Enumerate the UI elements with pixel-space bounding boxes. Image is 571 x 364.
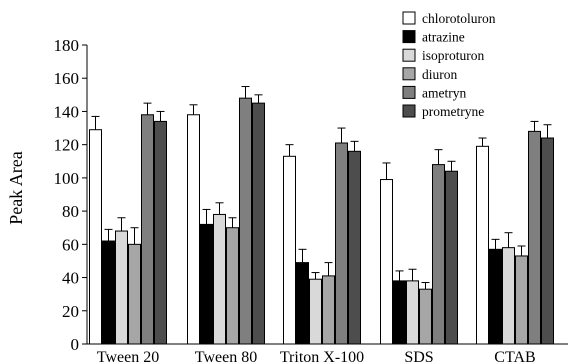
y-tick-label: 100: [54, 169, 80, 188]
bar-isoproturon: [406, 280, 419, 345]
x-tick-label: Tween 80: [195, 349, 257, 364]
bar-chlorotoluron: [476, 145, 489, 345]
error-bar-prometryne: [447, 160, 456, 172]
bar-chlorotoluron: [89, 129, 102, 345]
y-tick-label: 60: [62, 235, 79, 254]
bar-prometryne: [252, 102, 265, 345]
legend-swatch-chlorotoluron: [402, 11, 416, 25]
error-bar-isoproturon: [215, 202, 224, 215]
bar-chlorotoluron: [187, 114, 200, 345]
y-tick-label: 180: [54, 36, 80, 55]
y-tick-label: 120: [54, 136, 80, 155]
error-bar-diuron: [130, 227, 139, 245]
bar-ametryn: [141, 114, 154, 345]
error-bar-isoproturon: [504, 232, 513, 248]
x-tick-label: SDS: [404, 349, 433, 364]
error-bar-chlorotoluron: [382, 162, 391, 180]
bar-atrazine: [393, 280, 406, 345]
bar-ametryn: [239, 97, 252, 345]
error-bar-atrazine: [395, 270, 404, 281]
error-bar-atrazine: [491, 238, 500, 250]
bar-atrazine: [296, 262, 309, 345]
legend: chlorotoluron atrazine isoproturon diuron am…: [402, 11, 496, 119]
bar-isoproturon: [502, 247, 515, 345]
bar-isoproturon: [213, 213, 226, 345]
error-bar-ametryn: [241, 86, 250, 99]
error-bar-ametryn: [337, 127, 346, 144]
error-bar-ametryn: [530, 120, 539, 132]
error-bar-isoproturon: [311, 272, 320, 280]
error-bar-prometryne: [350, 140, 359, 152]
bar-diuron: [515, 255, 528, 345]
bar-isoproturon: [115, 230, 128, 345]
bar-diuron: [226, 227, 239, 345]
bar-diuron: [322, 275, 335, 345]
y-tick-label: 40: [62, 269, 79, 288]
error-bar-chlorotoluron: [478, 137, 487, 147]
bar-prometryne: [154, 120, 167, 345]
plot-area: 0 20 40 60 80 100 120 140 160 180 Tween 20 Tween 80…: [54, 36, 568, 364]
legend-label-atrazine: atrazine: [422, 30, 465, 45]
error-bar-prometryne: [543, 124, 552, 139]
bar-atrazine: [102, 240, 115, 345]
error-bar-isoproturon: [408, 268, 417, 281]
error-bar-prometryne: [156, 110, 165, 122]
bar-prometryne: [348, 150, 361, 345]
error-bar-atrazine: [104, 228, 113, 242]
x-tick-label: Tween 20: [97, 349, 159, 364]
bar-prometryne: [541, 137, 554, 345]
legend-label-diuron: diuron: [422, 67, 457, 82]
legend-label-prometryne: prometryne: [422, 104, 484, 119]
error-bar-atrazine: [202, 208, 211, 225]
legend-swatch-prometryne: [402, 104, 416, 118]
legend-swatch-ametryn: [402, 85, 416, 99]
x-tick-label: CTAB: [494, 349, 535, 364]
bar-diuron: [419, 288, 432, 345]
error-bar-chlorotoluron: [285, 144, 294, 157]
bar-diuron: [128, 243, 141, 345]
x-tick-label: Triton X-100: [280, 349, 364, 364]
error-bar-chlorotoluron: [189, 104, 198, 115]
error-bar-ametryn: [143, 102, 152, 115]
error-bar-diuron: [228, 217, 237, 228]
bar-prometryne: [445, 170, 458, 345]
y-axis-title: Peak Area: [6, 151, 26, 224]
bar-ametryn: [432, 164, 445, 345]
legend-swatch-atrazine: [402, 30, 416, 44]
y-tick-label: 20: [62, 302, 79, 321]
error-bar-ametryn: [434, 149, 443, 165]
bar-chlorotoluron: [380, 179, 393, 345]
error-bar-prometryne: [254, 94, 263, 104]
y-tick-label: 0: [71, 335, 80, 354]
y-tick-label: 160: [54, 69, 80, 88]
y-tick-label: 80: [62, 202, 79, 221]
legend-swatch-isoproturon: [402, 48, 416, 62]
error-bar-chlorotoluron: [91, 115, 100, 130]
legend-label-isoproturon: isoproturon: [422, 48, 484, 63]
legend-swatch-diuron: [402, 67, 416, 81]
bar-ametryn: [528, 130, 541, 345]
bar-ametryn: [335, 142, 348, 345]
bar-isoproturon: [309, 278, 322, 345]
bar-chlorotoluron: [283, 155, 296, 345]
error-bar-diuron: [324, 262, 333, 276]
bar-atrazine: [489, 248, 502, 345]
error-bar-diuron: [517, 245, 526, 256]
legend-label-ametryn: ametryn: [422, 85, 466, 100]
error-bar-diuron: [421, 282, 430, 290]
bar-atrazine: [200, 223, 213, 345]
error-bar-atrazine: [298, 248, 307, 263]
error-bar-isoproturon: [117, 217, 126, 232]
legend-label-chlorotoluron: chlorotoluron: [422, 11, 496, 26]
y-tick-label: 140: [54, 102, 80, 121]
